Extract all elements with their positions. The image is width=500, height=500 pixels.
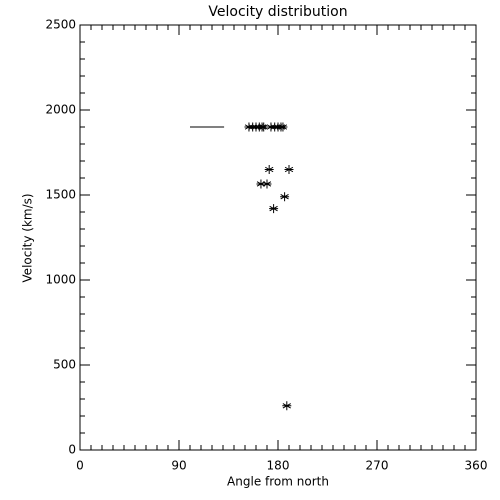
x-tick-label: 0 [76,459,84,473]
asterisk-point [269,204,279,214]
asterisk-point [264,165,274,174]
x-tick-label: 360 [465,459,488,473]
asterisk-point [282,401,292,411]
asterisk-point [278,122,288,132]
asterisk-point [259,122,269,132]
y-tick-label: 2500 [45,18,76,32]
x-axis-label: Angle from north [227,475,329,489]
y-tick-label: 1500 [45,188,76,202]
chart-title: Velocity distribution [208,4,347,20]
y-tick-label: 0 [68,443,76,457]
x-tick-label: 270 [366,459,389,473]
asterisk-point [262,179,272,189]
x-tick-label: 180 [267,459,290,473]
asterisk-point [256,179,266,189]
y-tick-label: 1000 [45,273,76,287]
asterisk-point [284,165,294,174]
y-tick-label: 500 [53,358,76,372]
x-tick-label: 90 [171,459,186,473]
asterisk-point [280,192,290,202]
y-axis-label: Velocity (km/s) [21,193,35,282]
y-tick-label: 2000 [45,103,76,117]
